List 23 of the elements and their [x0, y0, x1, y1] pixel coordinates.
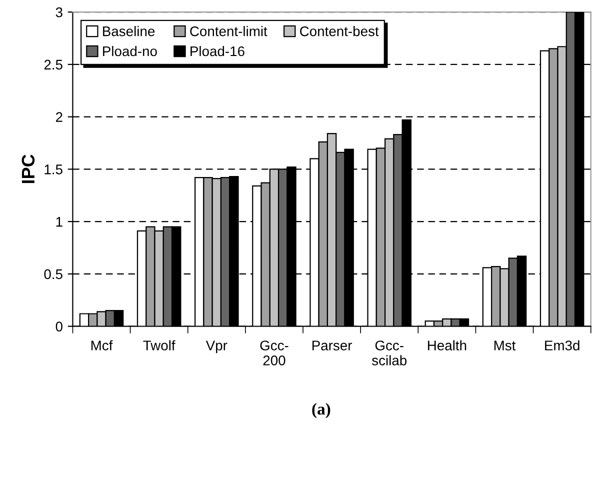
x-tick-label: Em3d: [545, 340, 580, 350]
y-axis-title: IPC: [22, 154, 35, 184]
x-tick-label: Twolf: [143, 340, 176, 350]
legend-label: Pload-16: [190, 46, 244, 56]
legend-label: Content-best: [300, 26, 379, 36]
y-tick-label: 2.5: [44, 60, 62, 70]
legend-label: Baseline: [103, 26, 155, 36]
y-tick-label: 1.5: [44, 164, 62, 174]
x-tick-label: Health: [428, 340, 466, 350]
y-tick-label: 0.5: [44, 269, 62, 280]
legend-label: Content-limit: [190, 26, 268, 36]
x-tick-label: Gcc- 200: [260, 340, 288, 366]
legend-label: Pload-no: [103, 46, 157, 56]
x-tick-label: Vpr: [206, 340, 228, 354]
x-tick-label: Gcc- scilab: [372, 340, 407, 366]
y-tick-label: 3: [56, 7, 62, 18]
x-tick-label: Parser: [312, 340, 352, 350]
y-tick-label: 1: [56, 217, 62, 227]
x-tick-label: Mst: [494, 340, 516, 350]
x-tick-label: Mcf: [91, 340, 113, 350]
text: (a): [312, 402, 330, 418]
y-tick-label: 2: [56, 112, 62, 122]
y-tick-label: 0: [56, 322, 62, 332]
